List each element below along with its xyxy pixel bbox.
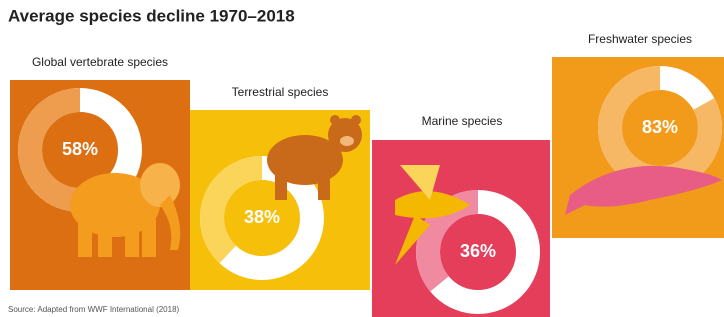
source-note: Source: Adapted from WWF International (… <box>8 305 180 314</box>
page-title: Average species decline 1970–2018 <box>8 6 295 25</box>
value-label: 58% <box>62 139 98 159</box>
value-label: 38% <box>244 207 280 227</box>
infographic: Average species decline 1970–2018 Source… <box>0 0 724 317</box>
panel-title: Freshwater species <box>588 32 692 46</box>
panel-title: Marine species <box>422 114 503 128</box>
panel-title: Global vertebrate species <box>32 55 168 69</box>
panel-title: Terrestrial species <box>232 85 329 99</box>
value-label: 83% <box>642 117 678 137</box>
value-label: 36% <box>460 241 496 261</box>
